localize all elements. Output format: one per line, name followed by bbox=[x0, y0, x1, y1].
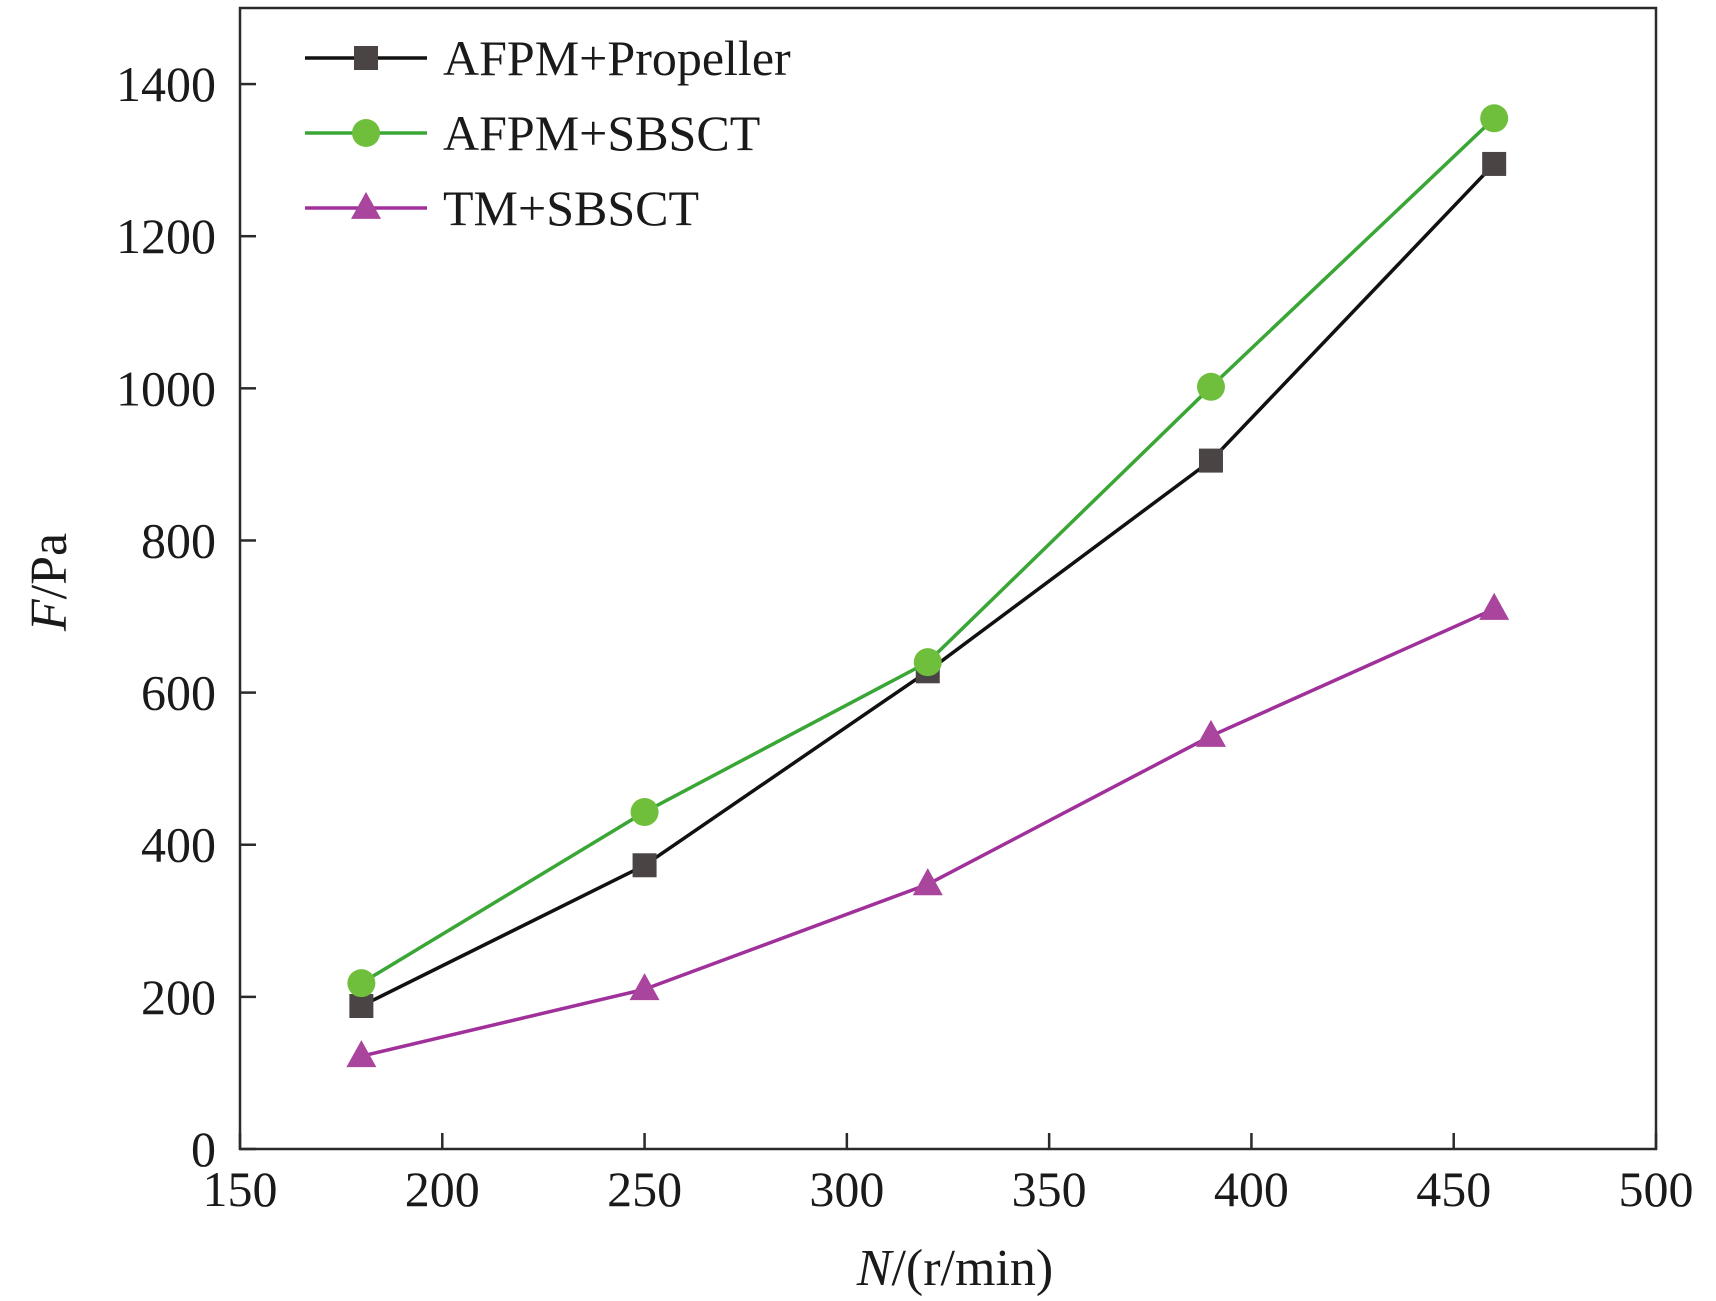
x-axis-ticks: 150 200 250 300 350 400 450 500 bbox=[203, 1133, 1694, 1217]
x-axis-variable: N bbox=[856, 1240, 895, 1297]
legend: AFPM+Propeller AFPM+SBSCT TM+SBSCT bbox=[305, 30, 791, 236]
data-point-triangle bbox=[629, 973, 660, 1001]
data-point-circle bbox=[1196, 372, 1225, 401]
legend-item: AFPM+Propeller bbox=[305, 30, 791, 86]
plot-frame bbox=[238, 6, 1658, 1151]
y-axis-label: F/Pa bbox=[21, 533, 78, 632]
y-axis-variable: F bbox=[21, 598, 78, 632]
x-tick-label: 150 bbox=[203, 1161, 278, 1217]
data-point-triangle bbox=[1195, 719, 1226, 747]
y-axis-ticks: 0 200 400 600 800 1000 1200 1400 bbox=[116, 56, 256, 1177]
legend-item: TM+SBSCT bbox=[305, 180, 699, 236]
y-tick-label: 1200 bbox=[116, 208, 216, 264]
x-axis-unit: /(r/min) bbox=[891, 1240, 1053, 1297]
data-point-square bbox=[1198, 448, 1223, 473]
x-tick-label: 350 bbox=[1012, 1161, 1087, 1217]
series-tm-sbsct bbox=[346, 592, 1510, 1068]
x-tick-label: 400 bbox=[1214, 1161, 1289, 1217]
x-tick-label: 200 bbox=[405, 1161, 480, 1217]
data-point-triangle bbox=[346, 1040, 377, 1068]
legend-item: AFPM+SBSCT bbox=[305, 105, 760, 161]
y-tick-label: 1000 bbox=[116, 360, 216, 416]
x-tick-label: 250 bbox=[607, 1161, 682, 1217]
data-point-triangle bbox=[1479, 592, 1510, 620]
series-afpm-sbsct bbox=[347, 104, 1509, 998]
y-tick-label: 800 bbox=[141, 512, 216, 568]
legend-marker-triangle bbox=[351, 191, 381, 219]
y-axis-unit: /Pa bbox=[21, 533, 78, 599]
series-layer bbox=[346, 104, 1510, 1068]
x-tick-label: 450 bbox=[1416, 1161, 1491, 1217]
y-tick-label: 400 bbox=[141, 817, 216, 873]
legend-marker-square bbox=[354, 46, 378, 70]
y-tick-label: 0 bbox=[191, 1121, 216, 1177]
y-tick-label: 200 bbox=[141, 969, 216, 1025]
legend-label: AFPM+Propeller bbox=[443, 30, 791, 86]
x-tick-label: 300 bbox=[809, 1161, 884, 1217]
data-point-circle bbox=[913, 648, 942, 677]
x-axis-label: N/(r/min) bbox=[856, 1240, 1053, 1297]
data-point-circle bbox=[347, 969, 376, 998]
legend-label: AFPM+SBSCT bbox=[443, 105, 760, 161]
data-point-circle bbox=[1480, 104, 1509, 133]
x-tick-label: 500 bbox=[1619, 1161, 1694, 1217]
legend-marker-circle bbox=[352, 119, 380, 147]
data-point-triangle bbox=[912, 868, 943, 896]
legend-label: TM+SBSCT bbox=[443, 180, 699, 236]
data-point-circle bbox=[630, 798, 659, 827]
y-tick-label: 1400 bbox=[116, 56, 216, 112]
y-tick-label: 600 bbox=[141, 665, 216, 721]
data-point-square bbox=[632, 853, 657, 878]
data-point-square bbox=[1482, 151, 1507, 176]
series-line bbox=[360, 117, 1496, 985]
data-point-square bbox=[349, 993, 374, 1018]
